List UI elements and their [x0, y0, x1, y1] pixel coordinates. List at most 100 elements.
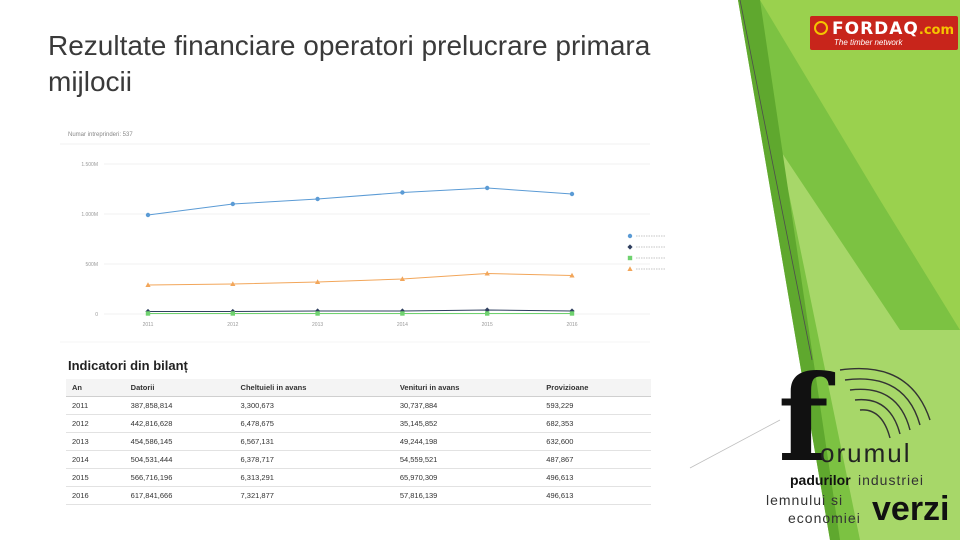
table-header-cell: Provizioane [540, 379, 651, 397]
forum-line4: economiei [788, 510, 861, 526]
series-line [147, 187, 573, 216]
table-cell: 6,478,675 [234, 414, 394, 433]
fordaq-logo: FORDAQ.com The timber network [810, 16, 958, 50]
y-tick-label: 1.500M [81, 162, 98, 168]
wood-rings-icon [839, 367, 931, 439]
line-chart: Numar intreprinderi: 537 0 500M 1.000M 1.500… [60, 132, 666, 343]
table-cell: 454,586,145 [124, 432, 235, 451]
table-cell: 7,321,877 [234, 486, 394, 505]
table-cell: 593,229 [540, 396, 651, 415]
y-tick-label: 0 [95, 312, 98, 318]
x-tick-label: 2011 [143, 322, 154, 328]
table-cell: 65,970,309 [393, 468, 541, 487]
table-cell: 487,867 [540, 450, 651, 469]
table-cell: 3,300,673 [234, 396, 394, 415]
table-header-cell: Venituri in avans [393, 379, 541, 397]
table-row: 2016 617,841,666 7,321,877 57,816,139 496,61… [66, 486, 651, 505]
data-point [315, 196, 320, 202]
data-point [485, 311, 490, 316]
table-cell: 387,858,814 [124, 396, 235, 415]
y-tick-label: 500M [85, 262, 98, 268]
table-cell: 2011 [66, 396, 125, 415]
table-title: Indicatori din bilanț [68, 358, 188, 373]
table-cell: 682,353 [540, 414, 651, 433]
table-row: 2013 454,586,145 6,567,131 49,244,198 632,60… [66, 432, 651, 451]
data-point [627, 266, 633, 271]
table-row: 2011 387,858,814 3,300,673 30,737,884 593,22… [66, 396, 651, 415]
x-tick-label: 2015 [482, 322, 493, 328]
table-cell: 496,613 [540, 468, 651, 487]
fordaq-brand: FORDAQ.com [832, 19, 954, 39]
data-point [145, 282, 151, 287]
data-point [400, 311, 405, 316]
table-cell: 2015 [66, 468, 125, 487]
series-line [148, 309, 573, 312]
data-point [145, 212, 151, 218]
table-header-cell: An [66, 379, 125, 397]
x-tick-label: 2016 [566, 322, 577, 328]
table-cell: 496,613 [540, 486, 651, 505]
data-point [399, 308, 405, 314]
data-point [485, 185, 490, 191]
forum-line5: verzi [872, 490, 950, 528]
table-cell: 442,816,628 [124, 414, 235, 433]
table-cell: 57,816,139 [393, 486, 541, 505]
table-cell: 2016 [66, 486, 125, 505]
table-cell: 6,378,717 [234, 450, 394, 469]
x-tick-label: 2014 [397, 322, 408, 328]
chart-title: Numar intreprinderi: 537 [68, 132, 133, 138]
data-point [400, 190, 405, 195]
data-point [230, 201, 235, 207]
table-header-row: An Datorii Cheltuieli in avans Venituri in … [66, 379, 651, 397]
table-cell: 632,600 [540, 432, 651, 451]
data-point [569, 311, 575, 316]
data-point [315, 311, 320, 316]
data-point [569, 191, 575, 197]
fordaq-tagline: The timber network [834, 38, 903, 47]
data-point [145, 311, 151, 316]
x-tick-label: 2013 [312, 322, 323, 328]
data-point [627, 233, 633, 239]
slide-title: Rezultate financiare operatori prelucrar… [48, 30, 651, 97]
table-cell: 6,567,131 [234, 432, 394, 451]
forum-line2b: industriei [858, 472, 925, 488]
balance-table-section: Indicatori din bilanț An Datorii Cheltuiel… [66, 358, 651, 505]
table-header-cell: Cheltuieli in avans [234, 379, 394, 397]
y-tick-label: 1.000M [81, 212, 98, 218]
data-point [230, 311, 235, 316]
data-point [627, 255, 633, 261]
table-row: 2015 566,716,196 6,313,291 65,970,309 496,61… [66, 468, 651, 487]
x-tick-label: 2012 [227, 322, 238, 328]
table-cell: 2012 [66, 414, 125, 433]
table-row: 2014 504,531,444 6,378,717 54,559,521 487,86… [66, 450, 651, 469]
table-cell: 566,716,196 [124, 468, 235, 487]
table-cell: 49,244,198 [393, 432, 541, 451]
forum-logo: f orumul padurilor industriei lemnului s… [760, 360, 960, 540]
fordaq-mark-icon [814, 21, 828, 35]
forum-f-letter: f [778, 349, 829, 488]
table-cell: 30,737,884 [393, 396, 541, 415]
table-cell: 504,531,444 [124, 450, 235, 469]
data-point [315, 308, 321, 314]
table-header-cell: Datorii [124, 379, 235, 397]
data-point [627, 244, 633, 250]
data-point [484, 270, 490, 276]
data-point [230, 281, 236, 286]
table-cell: 54,559,521 [393, 450, 541, 469]
data-point [315, 279, 321, 284]
data-point [484, 307, 490, 313]
forum-line1: orumul [820, 438, 912, 468]
data-point [399, 276, 405, 281]
table-cell: 6,313,291 [234, 468, 394, 487]
table-cell: 617,841,666 [124, 486, 235, 505]
forum-line2a: padurilor [790, 472, 851, 488]
data-point [569, 272, 575, 278]
balance-table: An Datorii Cheltuieli in avans Venituri in … [66, 379, 651, 505]
table-row: 2012 442,816,628 6,478,675 35,145,852 682,35… [66, 414, 651, 433]
table-cell: 2013 [66, 432, 125, 451]
table-cell: 2014 [66, 450, 125, 469]
table-cell: 35,145,852 [393, 414, 541, 433]
forum-line3: lemnului si [766, 492, 844, 508]
series-line [147, 272, 573, 286]
